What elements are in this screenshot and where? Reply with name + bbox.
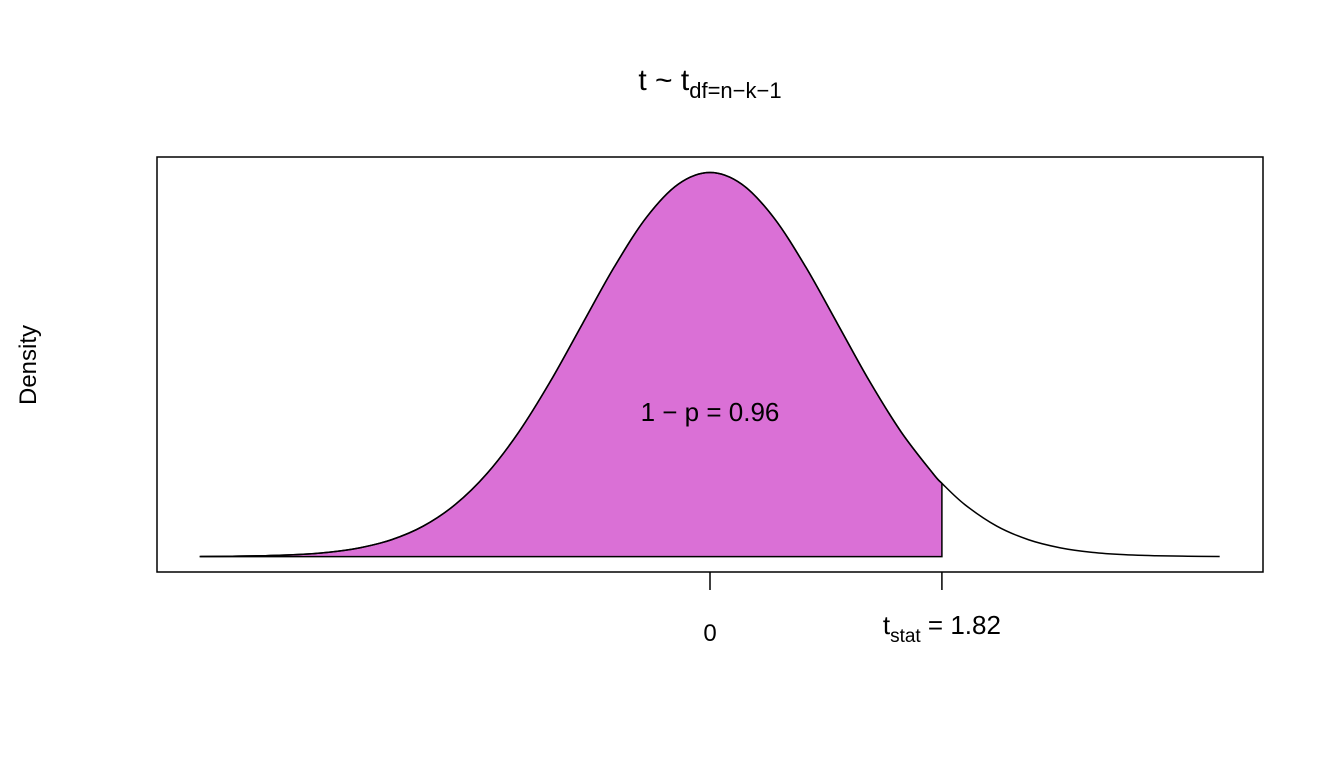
title-sub: df=n−k−1 (689, 78, 781, 103)
annotation: 1 − p = 0.96 (641, 397, 780, 427)
tick-label-rest: = 1.82 (921, 610, 1001, 640)
x-tick-label: tstat = 1.82 (883, 610, 1001, 647)
title-main: t ~ t (638, 64, 690, 97)
tick-label-base: t (883, 610, 891, 640)
x-tick-label: 0 (703, 620, 716, 647)
density-curve (200, 171, 1220, 558)
chart-title: t ~ tdf=n−k−1 (638, 64, 781, 103)
tick-label-sub: stat (890, 626, 921, 647)
y-axis-label: Density (15, 325, 42, 405)
